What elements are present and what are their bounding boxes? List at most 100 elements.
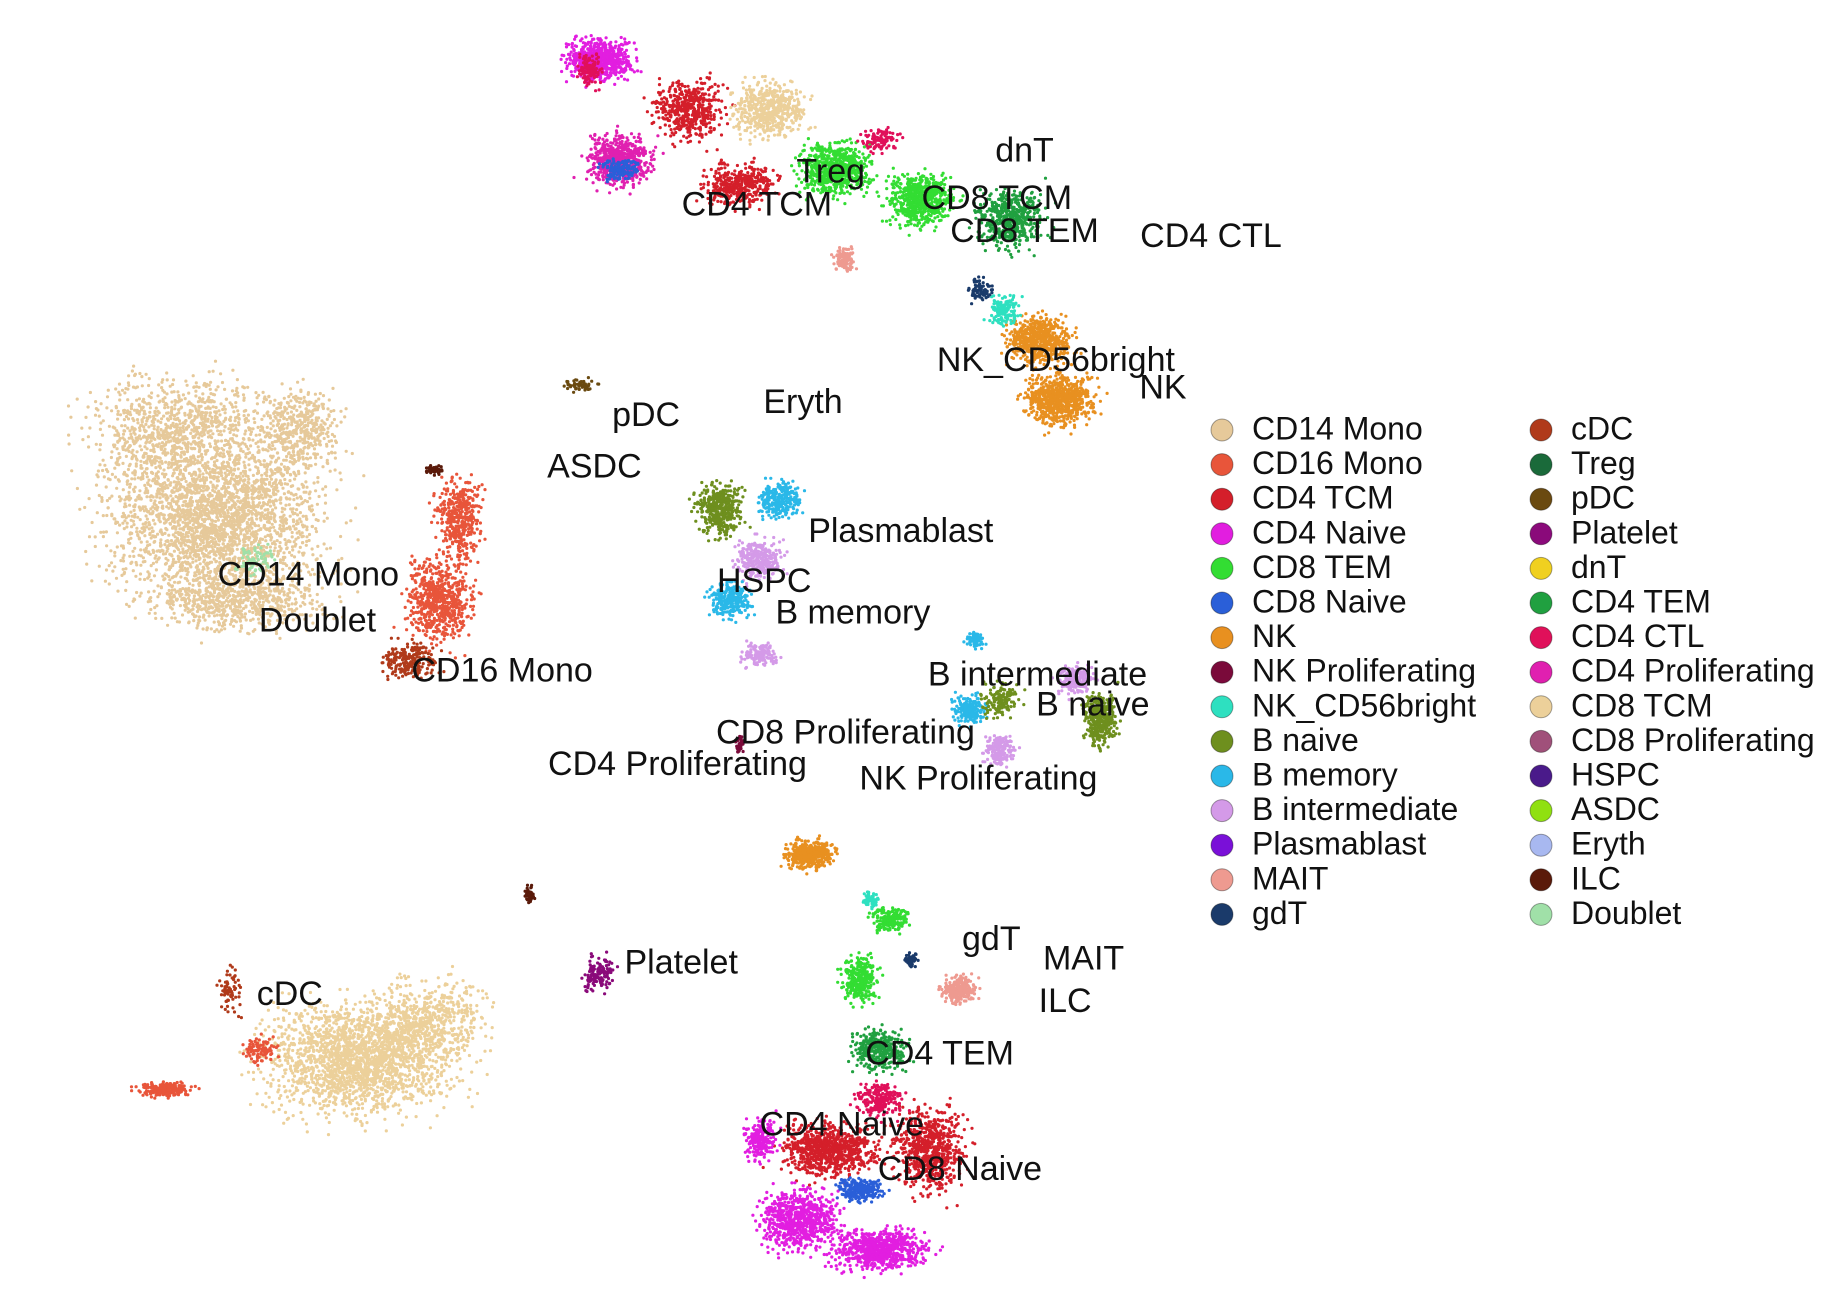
point-cd14-mono xyxy=(224,411,227,414)
point-cd14-mono xyxy=(114,476,117,479)
point-cd14-mono xyxy=(321,465,324,468)
point-cd14-mono xyxy=(279,412,282,415)
point-cd14-mono xyxy=(357,538,360,541)
point-cd14-mono xyxy=(302,378,305,381)
point-cd14-mono xyxy=(276,531,279,534)
point-cd14-mono xyxy=(264,495,267,498)
point-cd14-mono xyxy=(278,527,281,530)
point-cd14-mono xyxy=(204,600,207,603)
point-cd14-mono xyxy=(180,456,183,459)
point-cd14-mono xyxy=(121,389,124,392)
point-cd14-mono xyxy=(249,444,252,447)
point-cd14-mono xyxy=(194,591,197,594)
point-cd14-mono xyxy=(197,608,200,611)
point-cd14-mono xyxy=(345,521,348,524)
point-cd14-mono xyxy=(247,437,250,440)
point-cd14-mono xyxy=(159,501,162,504)
point-cd14-mono xyxy=(290,454,293,457)
point-cd14-mono xyxy=(270,448,273,451)
point-cd14-mono xyxy=(277,438,280,441)
point-cd14-mono xyxy=(109,478,112,481)
point-cd14-mono xyxy=(295,508,298,511)
point-cd14-mono xyxy=(215,459,218,462)
point-cd14-mono xyxy=(138,489,141,492)
point-cd14-mono xyxy=(265,596,268,599)
point-cd14-mono xyxy=(292,413,295,416)
point-cd14-mono xyxy=(217,433,220,436)
point-cd16-mono xyxy=(451,628,454,631)
point-cd14-mono xyxy=(209,470,212,473)
point-cd14-mono xyxy=(287,431,290,434)
point-cd14-mono xyxy=(242,541,245,544)
point-cd14-mono xyxy=(331,387,334,390)
point-cd14-mono xyxy=(246,536,249,539)
point-cd14-mono xyxy=(214,448,217,451)
point-cd14-mono xyxy=(116,413,119,416)
point-cd14-mono xyxy=(254,513,257,516)
point-cd14-mono xyxy=(242,438,245,441)
point-cd14-mono xyxy=(209,550,212,553)
point-cd14-mono xyxy=(157,482,160,485)
point-cd14-mono xyxy=(246,502,249,505)
point-cd14-mono xyxy=(351,452,354,455)
point-cd14-mono xyxy=(244,456,247,459)
point-cd14-mono xyxy=(254,465,257,468)
point-cd14-mono xyxy=(139,572,142,575)
point-cd14-mono xyxy=(243,432,246,435)
point-cd14-mono xyxy=(216,429,219,432)
point-cd14-mono xyxy=(294,598,297,601)
point-cd14-mono xyxy=(163,406,166,409)
point-cd14-mono xyxy=(273,434,276,437)
point-cd14-mono xyxy=(153,522,156,525)
point-cd14-mono xyxy=(202,493,205,496)
point-cd14-mono xyxy=(145,419,148,422)
point-cd14-mono xyxy=(292,525,295,528)
point-cd14-mono xyxy=(294,421,297,424)
point-cd14-mono xyxy=(148,403,151,406)
point-cd14-mono xyxy=(174,617,177,620)
point-cd14-mono xyxy=(243,386,246,389)
point-cd14-mono xyxy=(147,479,150,482)
point-cd14-mono xyxy=(145,495,148,498)
point-cd14-mono xyxy=(168,589,171,592)
point-cd14-mono xyxy=(306,452,309,455)
point-cd14-mono xyxy=(192,619,195,622)
point-cd14-mono xyxy=(147,384,150,387)
point-cd14-mono xyxy=(283,397,286,400)
point-cd14-mono xyxy=(210,421,213,424)
point-cd14-mono xyxy=(258,501,261,504)
point-cd14-mono xyxy=(198,572,201,575)
point-cd14-mono xyxy=(161,505,164,508)
point-cd14-mono xyxy=(190,443,193,446)
point-cd14-mono xyxy=(149,415,152,418)
point-cd14-mono xyxy=(94,400,97,403)
point-cd14-mono xyxy=(185,533,188,536)
point-cd14-mono xyxy=(282,459,285,462)
point-cd14-mono xyxy=(181,547,184,550)
point-cd14-mono xyxy=(169,597,172,600)
point-cd14-mono xyxy=(128,605,131,608)
point-cd14-mono xyxy=(117,433,120,436)
point-cd14-mono xyxy=(291,535,294,538)
point-cd14-mono xyxy=(89,391,92,394)
point-cd14-mono xyxy=(261,481,264,484)
point-cd14-mono xyxy=(241,601,244,604)
point-cd14-mono xyxy=(201,456,204,459)
point-cd14-mono xyxy=(279,479,282,482)
point-cd16-mono xyxy=(414,581,417,584)
point-cd14-mono xyxy=(253,421,256,424)
point-cd14-mono xyxy=(171,499,174,502)
point-cd14-mono xyxy=(209,593,212,596)
point-cd14-mono xyxy=(220,601,223,604)
point-cd14-mono xyxy=(254,460,257,463)
point-cd14-mono xyxy=(339,471,342,474)
point-cd14-mono xyxy=(223,533,226,536)
point-cd14-mono xyxy=(292,462,295,465)
point-cd14-mono xyxy=(102,459,105,462)
point-cd14-mono xyxy=(91,521,94,524)
point-cd14-mono xyxy=(245,618,248,621)
point-cd14-mono xyxy=(146,467,149,470)
point-cd14-mono xyxy=(241,510,244,513)
point-cd14-mono xyxy=(269,401,272,404)
point-cd14-mono xyxy=(274,488,277,491)
